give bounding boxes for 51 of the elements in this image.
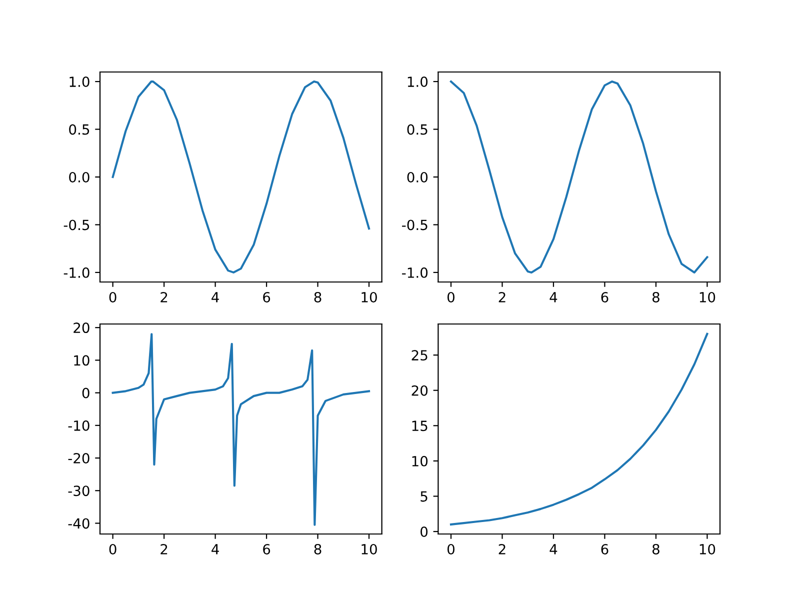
x-tick-label: 2 bbox=[160, 292, 168, 302]
line-series bbox=[450, 332, 708, 526]
y-tick-label: 1.0 bbox=[408, 76, 428, 88]
y-tick-label: -20 bbox=[68, 452, 90, 464]
y-tick-label: -1.0 bbox=[64, 267, 90, 278]
x-tick-label: 4 bbox=[550, 292, 558, 302]
y-tick-label: -10 bbox=[68, 420, 90, 431]
y-tick-label: 0.5 bbox=[407, 124, 428, 135]
x-tick-label: 6 bbox=[601, 292, 608, 302]
y-tick-label: 20 bbox=[412, 385, 428, 396]
x-tick-label: 10 bbox=[700, 292, 716, 302]
y-tick-label: -40 bbox=[68, 518, 90, 529]
y-tick-label: 10 bbox=[74, 355, 90, 366]
y-tick-label: -1.0 bbox=[402, 267, 428, 278]
x-tick-label: 4 bbox=[550, 544, 558, 554]
x-tick-label: 2 bbox=[498, 292, 506, 302]
y-tick-label: -30 bbox=[68, 486, 90, 496]
line-series bbox=[450, 80, 708, 274]
x-tick-label: 6 bbox=[601, 544, 608, 554]
x-tick-label: 8 bbox=[652, 292, 660, 302]
x-tick-label: 2 bbox=[498, 544, 506, 554]
y-tick-label: 1.0 bbox=[70, 76, 90, 88]
x-tick-label: 4 bbox=[212, 292, 219, 302]
x-tick-label: 8 bbox=[652, 544, 660, 554]
y-tick-label: 15 bbox=[412, 420, 428, 432]
y-tick-label: 20 bbox=[74, 322, 90, 334]
line-series bbox=[112, 333, 370, 526]
line-series bbox=[112, 80, 370, 274]
y-tick-label: 0 bbox=[82, 388, 90, 398]
y-tick-label: -0.5 bbox=[64, 220, 90, 230]
x-tick-label: 2 bbox=[160, 544, 168, 554]
x-tick-label: 8 bbox=[314, 292, 322, 302]
y-tick-label: 0 bbox=[420, 526, 428, 538]
y-tick-label: 0.0 bbox=[69, 172, 90, 182]
y-tick-label: 5 bbox=[420, 491, 428, 502]
x-tick-label: 0 bbox=[447, 292, 454, 302]
y-tick-label: 0.0 bbox=[407, 172, 428, 182]
y-tick-label: 10 bbox=[412, 456, 428, 466]
x-tick-label: 8 bbox=[314, 544, 322, 554]
x-tick-label: 10 bbox=[362, 544, 377, 554]
x-tick-label: 6 bbox=[263, 544, 270, 554]
x-tick-label: 0 bbox=[447, 544, 454, 554]
y-tick-label: -0.5 bbox=[402, 220, 428, 230]
x-tick-label: 4 bbox=[212, 544, 219, 554]
x-tick-label: 10 bbox=[700, 544, 716, 554]
x-tick-label: 0 bbox=[109, 544, 116, 554]
x-tick-label: 10 bbox=[362, 292, 377, 302]
y-tick-label: 0.5 bbox=[69, 124, 90, 135]
x-tick-label: 6 bbox=[263, 292, 270, 302]
x-tick-label: 0 bbox=[109, 292, 116, 302]
y-tick-label: 25 bbox=[412, 350, 428, 361]
